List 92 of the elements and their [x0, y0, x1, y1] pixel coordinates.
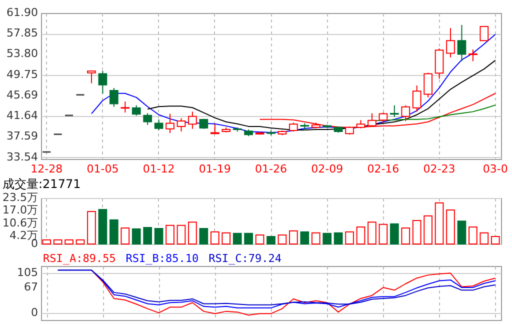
candlestick	[457, 24, 466, 62]
bar	[368, 222, 376, 244]
y-tick-label: 37.59	[6, 130, 38, 143]
line-series	[90, 34, 496, 134]
bar	[490, 236, 500, 244]
x-tick-label: 01-26	[255, 162, 287, 176]
candlestick	[110, 87, 118, 108]
bar	[345, 231, 354, 244]
y-tick-label: 49.75	[6, 68, 38, 81]
candlestick	[378, 112, 388, 124]
candlestick	[132, 104, 141, 116]
bar	[468, 226, 478, 244]
x-tick-label: 02-23	[423, 162, 456, 176]
y-tick-label: 41.64	[6, 109, 38, 122]
y-tick-label: 53.80	[6, 47, 38, 60]
bar	[76, 239, 85, 244]
bar	[446, 209, 455, 244]
candlestick	[401, 104, 410, 122]
bar	[356, 226, 366, 244]
y-tick-label: 57.85	[6, 26, 38, 40]
candlestick	[154, 118, 164, 131]
bar	[232, 232, 242, 244]
bar	[255, 234, 264, 244]
candlestick	[87, 70, 96, 84]
bar	[378, 224, 388, 244]
text: RSI_C:79.24	[208, 252, 282, 265]
bar	[480, 232, 489, 244]
y-tick-label: 33.54	[6, 150, 38, 164]
bar	[166, 224, 174, 244]
bar	[199, 228, 208, 244]
bar	[412, 220, 422, 244]
bar	[143, 227, 152, 244]
bar	[53, 239, 62, 244]
candlestick	[166, 113, 174, 134]
y-tick-label: 23.5万	[2, 191, 38, 204]
x-tick-label: 01-19	[198, 162, 231, 176]
bar	[390, 223, 399, 244]
bar	[424, 215, 432, 244]
y-tick-label: 105	[17, 266, 38, 280]
bar	[457, 220, 466, 244]
bar	[244, 232, 253, 244]
x-tick-label: 01-05	[86, 162, 119, 176]
bar	[278, 234, 287, 244]
candlestick	[176, 118, 186, 132]
bar	[132, 228, 141, 244]
bar	[334, 232, 343, 244]
series-label: RSI_A:89.55	[43, 252, 116, 265]
x-tick-label: 02-09	[311, 162, 344, 176]
candlestick	[390, 104, 399, 118]
bar	[289, 230, 298, 244]
x-tick-label: 03-0	[482, 162, 508, 176]
line-series	[147, 60, 496, 131]
bar	[434, 202, 444, 244]
bar	[154, 228, 164, 244]
candlestick	[412, 84, 422, 112]
candlestick	[210, 124, 220, 134]
bar	[401, 227, 410, 244]
y-tick-label: 61.90	[6, 6, 38, 19]
x-tick-label: 01-12	[142, 162, 175, 176]
text: RSI_B:85.10	[126, 252, 199, 265]
y-tick-label: 10.6万	[2, 216, 38, 230]
y-tick-label: 67	[24, 280, 38, 294]
y-tick-label: 4.2万	[10, 228, 38, 242]
bar	[110, 219, 118, 244]
bar	[98, 209, 108, 244]
candlestick	[446, 28, 455, 58]
x-tick-label: 02-16	[367, 162, 400, 176]
bar	[87, 211, 96, 244]
bar	[42, 239, 52, 244]
y-tick-label: 45.69	[6, 88, 38, 102]
bar	[311, 232, 320, 244]
bar	[64, 239, 74, 244]
candlestick	[120, 101, 130, 114]
candlestick	[143, 112, 152, 126]
bar	[120, 227, 130, 244]
candlestick	[188, 111, 197, 130]
y-tick-label: 0	[31, 306, 38, 319]
candlestick	[480, 26, 489, 42]
bar	[322, 232, 332, 244]
candlestick	[468, 48, 478, 62]
bar	[210, 231, 220, 244]
candlestick	[424, 72, 432, 98]
bar	[222, 232, 231, 244]
bar	[266, 236, 276, 244]
bar	[300, 231, 310, 244]
bar	[176, 224, 186, 244]
candlestick	[434, 48, 444, 80]
candlestick	[98, 70, 108, 94]
bar	[188, 222, 197, 244]
y-tick-label: 17.0万	[2, 204, 38, 217]
chart-title: 成交量:21771	[2, 177, 81, 191]
x-tick-label: 12-28	[30, 162, 63, 176]
